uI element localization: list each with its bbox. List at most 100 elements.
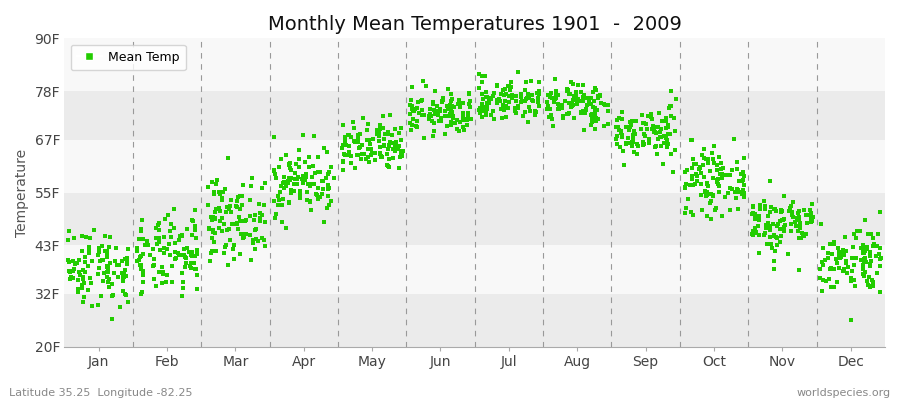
Point <box>579 106 593 113</box>
Point <box>824 251 839 258</box>
Point <box>525 92 539 98</box>
Point <box>873 255 887 261</box>
Point <box>688 171 703 177</box>
Point <box>856 266 870 272</box>
Point <box>649 124 663 130</box>
Point <box>640 126 654 132</box>
Point <box>793 225 807 232</box>
Point <box>627 130 642 137</box>
Point <box>248 217 262 223</box>
Point <box>159 278 174 285</box>
Point <box>477 105 491 112</box>
Point <box>767 266 781 272</box>
Point <box>579 106 593 112</box>
Point <box>707 143 722 149</box>
Point <box>426 98 440 105</box>
Point <box>635 112 650 118</box>
Point <box>860 244 874 251</box>
Point <box>302 181 316 187</box>
Point <box>220 261 235 268</box>
Point <box>116 278 130 284</box>
Point <box>70 277 85 283</box>
Point <box>282 198 296 205</box>
Point <box>384 131 399 138</box>
Point <box>413 98 428 104</box>
Point <box>361 121 375 127</box>
Point <box>281 178 295 185</box>
Point <box>869 269 884 276</box>
Point <box>374 153 389 160</box>
Point <box>342 149 356 155</box>
Point <box>551 106 565 112</box>
Point <box>586 104 600 110</box>
Point <box>109 245 123 251</box>
Point <box>392 165 406 171</box>
Point <box>451 100 465 107</box>
Point <box>832 249 846 255</box>
Point <box>794 235 808 242</box>
Point <box>364 146 379 152</box>
Point <box>792 214 806 220</box>
Point <box>163 220 177 227</box>
Point <box>100 269 114 275</box>
Point <box>150 241 165 247</box>
Point <box>284 187 298 193</box>
Point <box>624 122 638 128</box>
Point <box>410 122 424 129</box>
Point <box>336 157 350 164</box>
Point <box>871 251 886 258</box>
Point <box>865 282 879 289</box>
Point <box>600 120 615 127</box>
Point <box>75 285 89 292</box>
Point <box>567 114 581 121</box>
Point <box>539 106 554 113</box>
Point <box>558 98 572 104</box>
Point <box>516 112 530 119</box>
Point <box>653 134 668 140</box>
Point <box>575 94 590 100</box>
Point <box>360 146 374 152</box>
Point <box>856 242 870 248</box>
Point <box>94 243 109 250</box>
Point <box>765 245 779 251</box>
Point <box>635 120 650 126</box>
Point <box>283 174 297 181</box>
Point <box>118 266 132 273</box>
Point <box>788 219 802 225</box>
Point <box>100 274 114 280</box>
Point <box>866 279 880 285</box>
Point <box>868 253 883 259</box>
Point <box>576 82 590 89</box>
Point <box>778 222 792 228</box>
Point <box>100 248 114 254</box>
Point <box>709 204 724 211</box>
Point <box>449 116 464 123</box>
Point <box>143 252 157 258</box>
Point <box>530 99 544 105</box>
Point <box>500 103 514 109</box>
Point <box>428 88 442 94</box>
Point <box>649 130 663 136</box>
Point <box>549 91 563 98</box>
Point <box>284 190 298 197</box>
Point <box>718 172 733 178</box>
Point <box>150 222 165 229</box>
Point <box>784 228 798 235</box>
Point <box>207 191 221 198</box>
Point <box>777 216 791 222</box>
Point <box>452 97 466 104</box>
Point <box>105 281 120 287</box>
Point <box>773 209 788 215</box>
Point <box>409 106 423 112</box>
Point <box>440 103 454 109</box>
Point <box>91 271 105 277</box>
Point <box>858 269 872 275</box>
Point <box>487 116 501 122</box>
Point <box>762 208 777 215</box>
Point <box>184 232 199 238</box>
Point <box>832 254 847 261</box>
Point <box>658 132 672 139</box>
Point <box>562 111 576 117</box>
Point <box>248 227 262 234</box>
Point <box>276 178 291 185</box>
